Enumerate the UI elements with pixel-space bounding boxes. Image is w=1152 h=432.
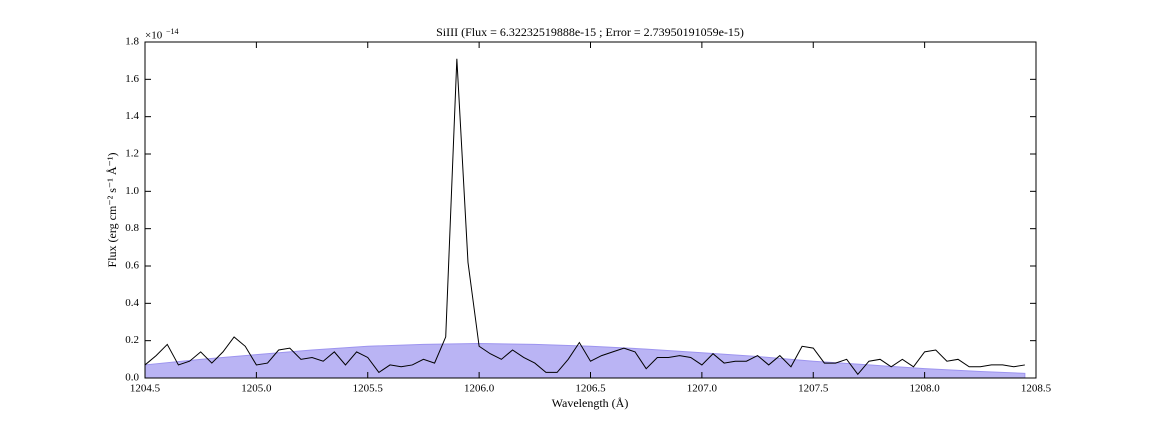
y-offset-base: ×10: [145, 30, 163, 42]
y-tick-label: 0.4: [125, 297, 139, 309]
y-tick-label: 1.6: [125, 73, 139, 85]
x-tick-label: 1207.5: [798, 383, 829, 395]
y-axis-label: Flux (erg cm⁻² s⁻¹ Å⁻¹): [105, 153, 119, 268]
y-tick-label: 1.8: [125, 36, 139, 48]
x-tick-label: 1207.0: [687, 383, 718, 395]
y-tick-label: 0.2: [125, 334, 139, 346]
x-axis-label: Wavelength (Å): [552, 396, 629, 410]
area: [144, 342, 1026, 379]
line: [144, 58, 1025, 376]
y-tick-label: 1.0: [125, 185, 139, 197]
y-tick-label: 1.4: [125, 110, 139, 122]
y-offset-exponent: −14: [166, 27, 179, 36]
chart-title: SiIII (Flux = 6.32232519888e-15 ; Error …: [436, 25, 744, 39]
y-tick-label: 0.0: [125, 372, 139, 384]
x-tick-label: 1205.5: [353, 383, 384, 395]
y-tick-label: 0.6: [125, 260, 139, 272]
x-tick-label: 1204.5: [130, 383, 161, 395]
x-tick-label: 1205.0: [241, 383, 272, 395]
x-tick-label: 1208.0: [910, 383, 941, 395]
y-tick-label: 1.2: [125, 148, 139, 160]
x-tick-label: 1206.0: [464, 383, 495, 395]
y-tick-label: 0.8: [125, 222, 139, 234]
x-tick-label: 1206.5: [575, 383, 606, 395]
plot-frame: [144, 41, 1037, 379]
x-tick-label: 1208.5: [1021, 383, 1052, 395]
